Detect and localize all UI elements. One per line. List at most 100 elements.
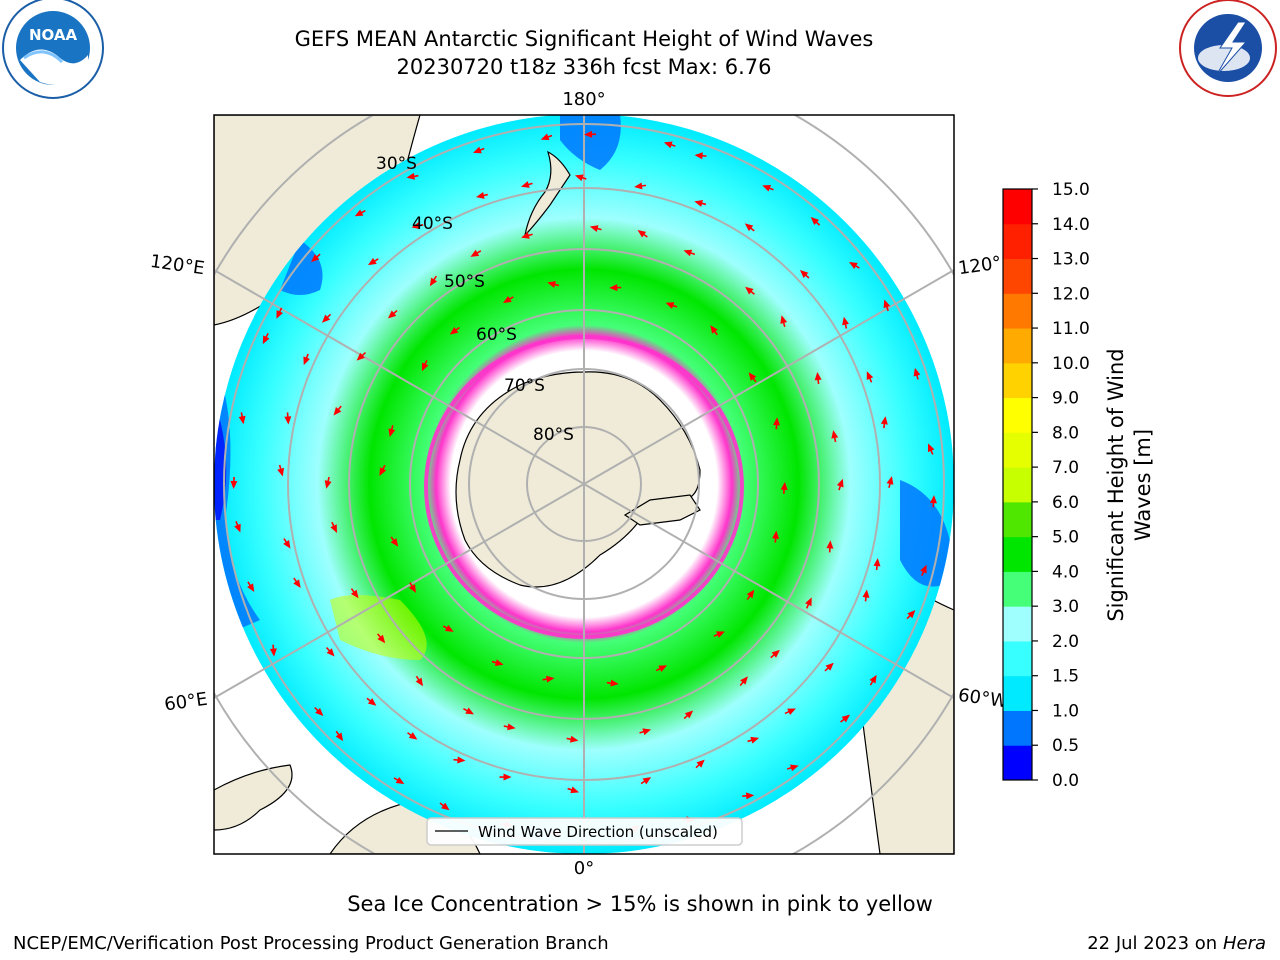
colorbar-tick-label: 13.0: [1052, 250, 1090, 270]
wave-arrow-head: [694, 152, 703, 160]
wave-arrow-head: [927, 443, 935, 453]
colorbar-tick-label: 14.0: [1052, 215, 1090, 235]
lat-label-30: 30°S: [376, 154, 417, 174]
colorbar-segment: [1003, 362, 1032, 399]
wave-arrow-head: [663, 141, 673, 149]
wind-wave-arrows: [230, 130, 937, 837]
wave-arrow-head: [354, 209, 364, 217]
wave-arrow-head: [321, 314, 331, 323]
wave-arrow-head: [746, 589, 755, 599]
colorbar-frame: [1002, 188, 1033, 781]
wave-arrow-head: [335, 732, 344, 742]
wave-arrow-head: [750, 736, 760, 744]
wave-arrow-head: [826, 540, 834, 549]
wave-arrow-head: [584, 130, 593, 138]
colorbar-tick-label: 9.0: [1052, 389, 1079, 409]
wave-arrow-head: [311, 254, 320, 263]
wave-arrow-head: [787, 708, 796, 715]
colorbar-tick-label: 5.0: [1052, 528, 1079, 548]
map-panel: Wind Wave Direction (unscaled): [214, 115, 954, 854]
lon-label-120w: 120°: [957, 252, 1003, 279]
lat-label-50: 50°S: [444, 272, 485, 292]
wave-arrow-head: [356, 352, 365, 361]
colorbar-segment: [1003, 745, 1032, 781]
wave-arrow-head: [841, 714, 851, 723]
colorbar-ticks: 0.0 0.5 1.0 1.5 2.0 3.0 4.0 5.0 6.0 7.0 8.0 9.0 10.0…: [1032, 180, 1090, 791]
wave-arrow-head: [230, 480, 238, 489]
wave-arrow-head: [547, 281, 556, 288]
wave-arrow-head: [716, 631, 725, 638]
colorbar-segment: [1003, 501, 1032, 538]
wave-arrow-head: [710, 325, 718, 334]
wave-arrow-head: [390, 538, 399, 547]
wave-arrow-head: [869, 674, 877, 684]
colorbar-tick-label: 3.0: [1052, 597, 1079, 617]
lon-label-180: 180°: [562, 89, 605, 110]
wave-arrow-head: [293, 579, 301, 588]
noaa-logo: NOAA: [2, 0, 104, 99]
graticule: [214, 115, 954, 854]
wave-arrow-head: [262, 335, 270, 345]
wave-arrow-head: [408, 584, 416, 593]
wave-arrow-head: [862, 589, 870, 598]
wave-arrow-head: [907, 610, 916, 619]
colorbar-segment: [1003, 710, 1032, 746]
colorbar-tick-label: 11.0: [1052, 319, 1090, 339]
footer-credit: NCEP/EMC/Verification Post Processing Pr…: [13, 933, 609, 954]
wave-arrow-head: [696, 759, 705, 768]
wave-arrow-head: [421, 362, 429, 372]
wave-arrow-head: [831, 430, 839, 439]
wave-arrow-head: [825, 662, 834, 671]
wave-arrow-head: [234, 523, 241, 533]
wave-arrow-head: [546, 675, 555, 683]
wave-arrow-head: [408, 732, 418, 740]
colorbar-tick-label: 1.0: [1052, 701, 1079, 721]
wave-arrow-head: [303, 356, 310, 366]
wave-arrow-head: [866, 371, 874, 381]
lon-label-60e: 60°E: [163, 689, 209, 716]
wave-arrow-head: [873, 558, 881, 567]
wave-arrow-head: [367, 698, 377, 706]
map-frame: [213, 114, 955, 855]
wave-arrow-head: [574, 174, 584, 182]
colorbar-segment: [1003, 467, 1032, 503]
wave-arrow-head: [684, 710, 694, 719]
colorbar-segment: [1003, 397, 1032, 433]
wave-arrow-head: [521, 181, 530, 188]
wave-arrow-head: [637, 230, 647, 238]
map-legend: Wind Wave Direction (unscaled): [426, 817, 743, 846]
wave-arrow-head: [658, 665, 668, 672]
nws-logo: [1179, 0, 1277, 97]
wave-arrow-head: [324, 480, 332, 489]
wave-arrow-head: [642, 777, 652, 785]
colorbar-segment: [1003, 293, 1032, 329]
colorbar-segment: [1003, 328, 1032, 364]
wave-arrow-head: [429, 277, 438, 287]
wave-arrow-head: [744, 223, 754, 232]
wave-arrow-head: [476, 191, 485, 199]
wave-arrow-head: [790, 764, 799, 772]
figure-subtitle-run: 20230720 t18z 336h fcst Max: 6.76: [396, 55, 772, 79]
wave-arrow-head: [503, 773, 512, 781]
wave-arrow-head: [748, 372, 757, 381]
colorbar-segment: [1003, 189, 1032, 225]
wave-arrow-head: [665, 302, 675, 309]
wave-arrow-head: [238, 415, 246, 425]
wave-arrow-head: [772, 530, 780, 539]
wave-arrow-head: [388, 428, 396, 437]
wave-arrow-head: [415, 677, 424, 687]
colorbar-tick-label: 10.0: [1052, 354, 1090, 374]
wave-arrow-head: [315, 707, 324, 716]
wave-arrow-head: [473, 146, 482, 154]
colorbar-segment: [1003, 536, 1032, 572]
wave-arrow-head: [377, 634, 386, 644]
wave-arrow-head: [277, 467, 285, 477]
colorbar-tick-label: 8.0: [1052, 423, 1079, 443]
wave-arrow-head: [276, 310, 283, 319]
colorbar-tick-label: 2.0: [1052, 632, 1079, 652]
noaa-logo-text: NOAA: [29, 26, 78, 44]
colorbar-tick-label: 12.0: [1052, 284, 1090, 304]
lat-label-70: 70°S: [504, 376, 545, 396]
wave-arrow-head: [570, 786, 580, 794]
